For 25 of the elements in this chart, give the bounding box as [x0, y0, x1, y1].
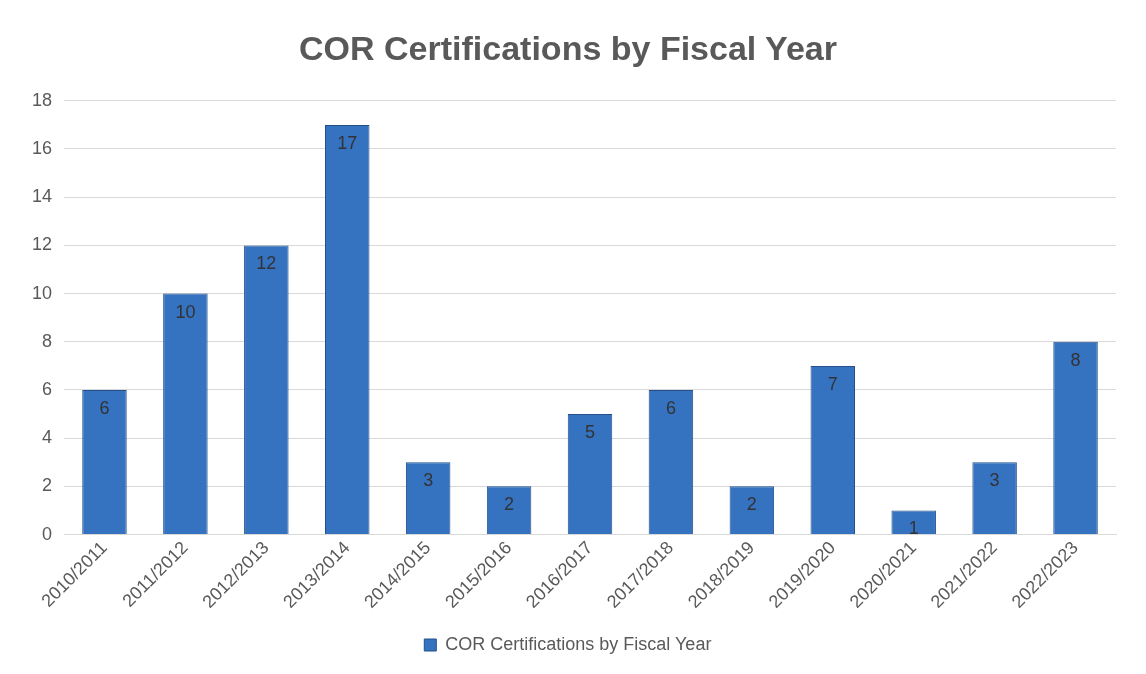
y-tick-label: 6: [42, 378, 53, 399]
data-label: 6: [665, 397, 676, 418]
y-tick-label: 12: [31, 234, 53, 255]
y-tick-label: 0: [42, 523, 53, 544]
data-label: 5: [585, 422, 596, 443]
data-label: 10: [175, 301, 196, 322]
data-label: 3: [423, 470, 434, 491]
legend-label: COR Certifications by Fiscal Year: [445, 633, 712, 654]
data-label: 1: [908, 518, 919, 539]
y-tick-label: 4: [42, 427, 53, 448]
data-label: 12: [256, 253, 277, 274]
chart-title: COR Certifications by Fiscal Year: [299, 28, 837, 67]
y-tick-label: 2: [42, 475, 53, 496]
y-tick-label: 8: [42, 330, 53, 351]
data-label: 6: [99, 397, 110, 418]
data-label: 3: [989, 470, 1000, 491]
y-tick-label: 14: [31, 186, 53, 207]
data-label: 7: [827, 373, 838, 394]
y-tick-label: 16: [31, 137, 53, 158]
data-label: 17: [337, 132, 358, 153]
data-label: 8: [1070, 349, 1081, 370]
y-tick-label: 10: [31, 282, 53, 303]
data-label: 2: [504, 494, 515, 515]
y-tick-label: 18: [31, 89, 53, 110]
data-label: 2: [746, 494, 757, 515]
